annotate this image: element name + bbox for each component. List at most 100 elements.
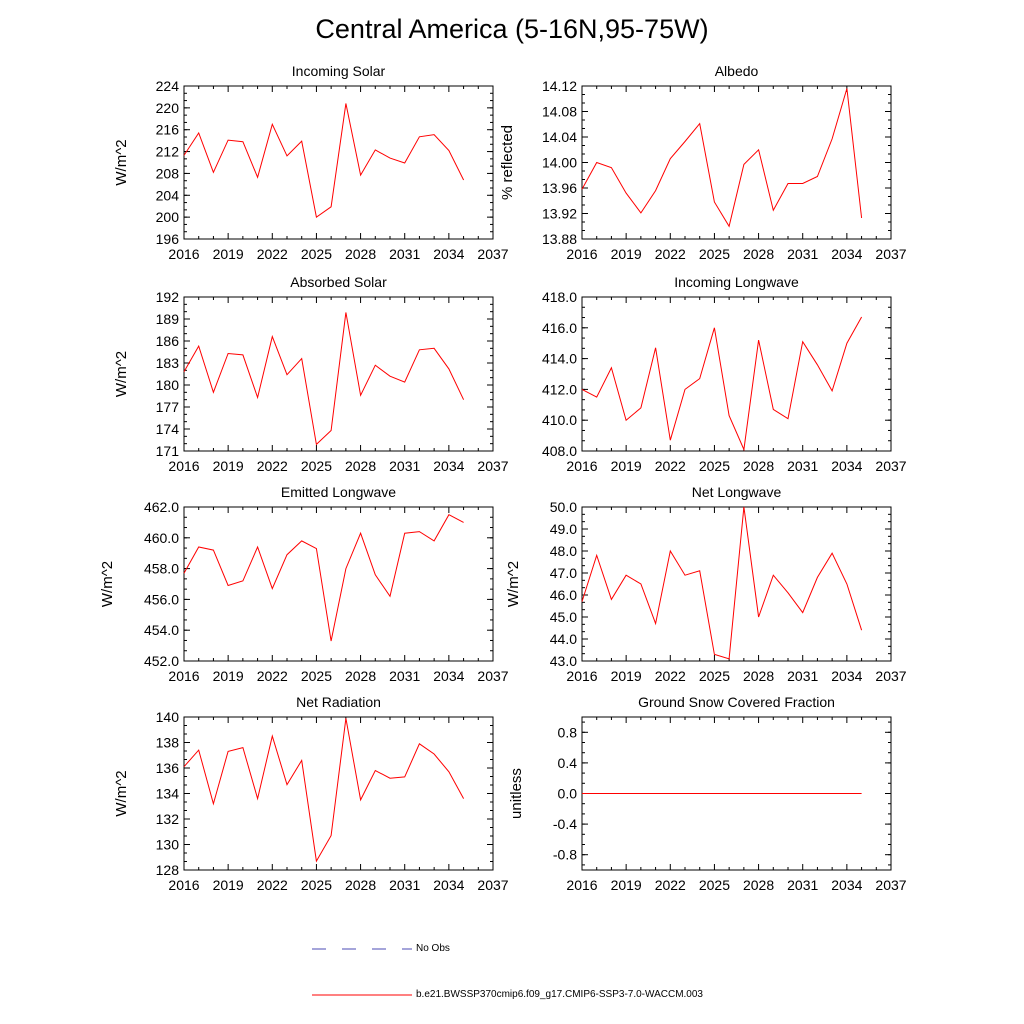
panel-4-xtick-label: 2037 bbox=[875, 458, 906, 474]
panel-8-ytick-label: 0.8 bbox=[558, 724, 578, 740]
panel-3-ytick-label: 183 bbox=[156, 355, 180, 371]
panel-5-ytick-label: 456.0 bbox=[144, 591, 179, 607]
panel-8-xtick-label: 2028 bbox=[743, 877, 774, 893]
panel-6-xtick-label: 2031 bbox=[787, 668, 818, 684]
panel-1-ytick-label: 200 bbox=[156, 209, 180, 225]
panel-8-xtick-label: 2031 bbox=[787, 877, 818, 893]
panel-1-ytick-label: 224 bbox=[156, 78, 180, 94]
panel-7-xtick-label: 2034 bbox=[433, 877, 464, 893]
panel-2-ytick-label: 14.08 bbox=[542, 104, 577, 120]
figure-title: Central America (5-16N,95-75W) bbox=[315, 14, 709, 44]
panel-7-ytick-label: 140 bbox=[156, 709, 180, 725]
panel-1-xtick-label: 2028 bbox=[345, 246, 376, 262]
panel-3-ytick-label: 186 bbox=[156, 333, 180, 349]
panel-1-ytick-label: 196 bbox=[156, 231, 180, 247]
panel-6-xtick-label: 2028 bbox=[743, 668, 774, 684]
panel-6-xtick-label: 2037 bbox=[875, 668, 906, 684]
panel-3-ytick-label: 180 bbox=[156, 377, 180, 393]
panel-1-xtick-label: 2037 bbox=[477, 246, 508, 262]
panel-3-xtick-label: 2016 bbox=[168, 458, 199, 474]
panel-6-xtick-label: 2016 bbox=[566, 668, 597, 684]
panel-4-xtick-label: 2025 bbox=[699, 458, 730, 474]
panel-6-ytick-label: 49.0 bbox=[550, 521, 577, 537]
panel-8-xtick-label: 2022 bbox=[655, 877, 686, 893]
panel-3-series-line bbox=[183, 312, 465, 446]
panel-5-ytick-label: 460.0 bbox=[144, 530, 179, 546]
panel-3-ytick-label: 171 bbox=[156, 443, 180, 459]
panel-7-xtick-label: 2016 bbox=[168, 877, 199, 893]
panel-7-ytick-label: 128 bbox=[156, 862, 180, 878]
panel-2-xtick-label: 2022 bbox=[655, 246, 686, 262]
panel-7-xtick-label: 2031 bbox=[389, 877, 420, 893]
panel-1-xtick-label: 2025 bbox=[301, 246, 332, 262]
panel-7-ytick-label: 138 bbox=[156, 735, 180, 751]
panel-3-title: Absorbed Solar bbox=[290, 274, 387, 290]
panel-1-title: Incoming Solar bbox=[292, 63, 386, 79]
panel-2-xtick-label: 2028 bbox=[743, 246, 774, 262]
panel-8-ytick-label: 0.4 bbox=[558, 755, 578, 771]
panel-5-ytick-label: 458.0 bbox=[144, 561, 179, 577]
panel-7-ytick-label: 130 bbox=[156, 837, 180, 853]
panel-2-xtick-label: 2019 bbox=[611, 246, 642, 262]
panel-4-series-line bbox=[581, 316, 863, 452]
panel-6-title: Net Longwave bbox=[692, 484, 782, 500]
panel-7-ytick-label: 136 bbox=[156, 760, 180, 776]
panel-4-title: Incoming Longwave bbox=[674, 274, 799, 290]
panel-6-ylabel: W/m^2 bbox=[505, 561, 522, 607]
panel-4-xtick-label: 2031 bbox=[787, 458, 818, 474]
panel-7-frame bbox=[183, 716, 494, 871]
panel-6-xtick-label: 2019 bbox=[611, 668, 642, 684]
panel-4-xtick-label: 2034 bbox=[831, 458, 862, 474]
panel-6-ytick-label: 47.0 bbox=[550, 565, 577, 581]
panel-3-xtick-label: 2025 bbox=[301, 458, 332, 474]
panel-8-ytick-label: 0.0 bbox=[558, 786, 578, 802]
panel-1-frame bbox=[183, 85, 494, 240]
panel-1-xtick-label: 2034 bbox=[433, 246, 464, 262]
panel-4-xtick-label: 2028 bbox=[743, 458, 774, 474]
panel-8-xtick-label: 2025 bbox=[699, 877, 730, 893]
panel-1-series-line bbox=[183, 103, 465, 218]
panel-2-ytick-label: 14.12 bbox=[542, 78, 577, 94]
panel-6-ytick-label: 43.0 bbox=[550, 653, 577, 669]
panel-3-xtick-label: 2022 bbox=[257, 458, 288, 474]
panel-8-ytick-label: -0.4 bbox=[553, 816, 577, 832]
panel-4-ytick-label: 414.0 bbox=[542, 351, 577, 367]
panel-3-xtick-label: 2037 bbox=[477, 458, 508, 474]
panel-7-xtick-label: 2037 bbox=[477, 877, 508, 893]
panel-6-xtick-label: 2025 bbox=[699, 668, 730, 684]
panel-4-ytick-label: 418.0 bbox=[542, 289, 577, 305]
panel-1-xtick-label: 2019 bbox=[213, 246, 244, 262]
panel-7-ytick-label: 132 bbox=[156, 811, 180, 827]
panel-2-xtick-label: 2037 bbox=[875, 246, 906, 262]
panel-2-ytick-label: 13.92 bbox=[542, 206, 577, 222]
panel-2-xtick-label: 2034 bbox=[831, 246, 862, 262]
panel-3-ytick-label: 174 bbox=[156, 421, 180, 437]
panel-5-ytick-label: 452.0 bbox=[144, 653, 179, 669]
panel-3-ylabel: W/m^2 bbox=[113, 351, 130, 397]
panel-7-xtick-label: 2019 bbox=[213, 877, 244, 893]
panel-6-ytick-label: 44.0 bbox=[550, 631, 577, 647]
panel-5-xtick-label: 2037 bbox=[477, 668, 508, 684]
panel-2-series-line bbox=[581, 88, 863, 228]
panel-5-xtick-label: 2025 bbox=[301, 668, 332, 684]
panel-6-xtick-label: 2034 bbox=[831, 668, 862, 684]
panel-5-ytick-label: 462.0 bbox=[144, 499, 179, 515]
panel-1-ytick-label: 208 bbox=[156, 165, 180, 181]
panel-8-ylabel: unitless bbox=[508, 768, 525, 819]
panel-3-frame bbox=[183, 296, 494, 452]
panel-2-title: Albedo bbox=[715, 63, 759, 79]
panel-5-xtick-label: 2022 bbox=[257, 668, 288, 684]
panel-2-ytick-label: 13.96 bbox=[542, 180, 577, 196]
panel-8-ytick-label: -0.8 bbox=[553, 847, 577, 863]
panel-5-title: Emitted Longwave bbox=[281, 484, 396, 500]
panel-6-ytick-label: 48.0 bbox=[550, 543, 577, 559]
panel-4-xtick-label: 2022 bbox=[655, 458, 686, 474]
panel-7-ytick-label: 134 bbox=[156, 786, 180, 802]
panel-6-ytick-label: 50.0 bbox=[550, 499, 577, 515]
panel-5-frame bbox=[183, 506, 494, 662]
panel-5-xtick-label: 2031 bbox=[389, 668, 420, 684]
panel-2-ytick-label: 14.04 bbox=[542, 129, 577, 145]
panel-7-series-line bbox=[183, 718, 465, 863]
panel-8-xtick-label: 2016 bbox=[566, 877, 597, 893]
